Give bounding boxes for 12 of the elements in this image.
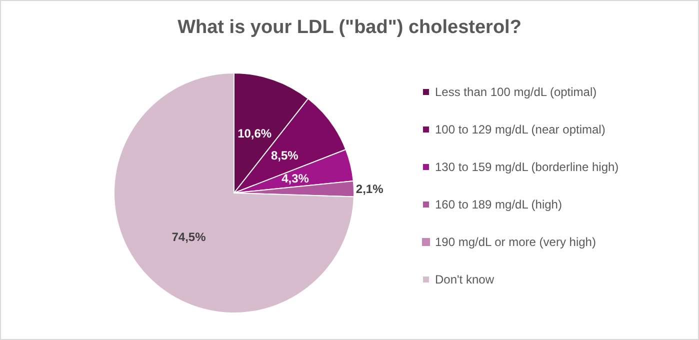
legend-label: 100 to 129 mg/dL (near optimal) [435,122,606,136]
data-label: 4,3% [282,171,310,186]
data-label: 2,1% [356,182,384,196]
data-label: 74,5% [172,230,206,244]
legend-label: 130 to 159 mg/dL (borderline high) [435,160,619,174]
chart-title: What is your LDL ("bad") cholesterol? [178,17,522,38]
legend-label: Don't know [435,272,494,286]
data-label: 10,6% [238,126,272,140]
legend-label: 160 to 189 mg/dL (high) [435,198,562,212]
legend-label: Less than 100 mg/dL (optimal) [435,85,597,99]
data-label: 8,5% [270,148,299,162]
legend-label: 190 mg/dL or more (very high) [435,235,596,249]
